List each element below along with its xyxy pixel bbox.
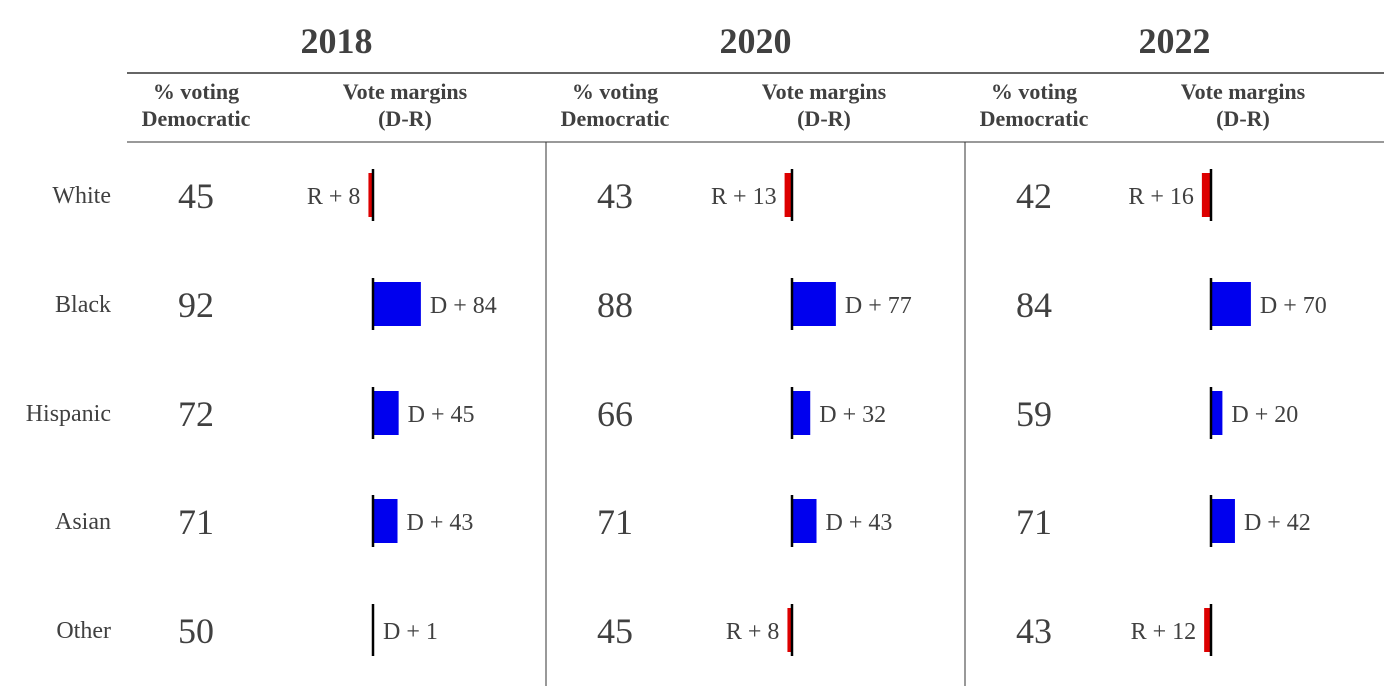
row-label-asian: Asian (55, 509, 111, 535)
margin-label: R + 12 (1131, 619, 1197, 645)
col-header-pct-line2: Democratic (561, 106, 670, 131)
margin-label: D + 70 (1260, 293, 1327, 319)
margin-bar-rep (787, 608, 792, 652)
pct-value: 71 (178, 502, 214, 542)
margin-label: D + 45 (408, 402, 475, 428)
col-header-margin-line1: Vote margins (1181, 79, 1306, 104)
row-label-black: Black (55, 292, 111, 318)
year-title: 2018 (301, 21, 373, 61)
margin-bar-rep (1204, 608, 1211, 652)
margin-bar-dem (373, 391, 399, 435)
col-header-pct-line2: Democratic (142, 106, 251, 131)
row-label-other: Other (56, 618, 111, 644)
margin-label: R + 8 (726, 619, 780, 645)
margin-bar-rep (368, 173, 373, 217)
margin-bar-rep (1201, 173, 1211, 217)
col-header-margin-line2: (D-R) (797, 106, 851, 131)
margin-label: D + 20 (1231, 402, 1298, 428)
pct-value: 71 (1016, 502, 1052, 542)
pct-value: 50 (178, 611, 214, 651)
col-header-margin-line1: Vote margins (343, 79, 468, 104)
year-title: 2022 (1139, 21, 1211, 61)
margin-label: R + 8 (307, 184, 361, 210)
margin-label: D + 32 (819, 402, 886, 428)
margin-label: R + 13 (711, 184, 777, 210)
pct-value: 71 (597, 502, 633, 542)
pct-value: 45 (597, 611, 633, 651)
margin-label: R + 16 (1128, 184, 1194, 210)
margin-bar-dem (792, 282, 836, 326)
pct-value: 72 (178, 394, 214, 434)
margin-label: D + 42 (1244, 510, 1311, 536)
pct-value: 84 (1016, 285, 1052, 325)
row-label-hispanic: Hispanic (26, 401, 111, 427)
pct-value: 43 (597, 176, 633, 216)
col-header-pct-line1: % voting (991, 79, 1077, 104)
pct-value: 43 (1016, 611, 1052, 651)
margin-bar-dem (373, 282, 421, 326)
margin-bar-dem (1211, 391, 1223, 435)
pct-value: 45 (178, 176, 214, 216)
margin-label: D + 77 (845, 293, 912, 319)
col-header-pct-line1: % voting (153, 79, 239, 104)
pct-value: 59 (1016, 394, 1052, 434)
col-header-pct-line1: % voting (572, 79, 658, 104)
col-header-pct-line2: Democratic (980, 106, 1089, 131)
col-header-margin-line2: (D-R) (1216, 106, 1270, 131)
row-label-white: White (52, 183, 111, 209)
margin-bar-dem (373, 499, 398, 543)
margin-bar-dem (1211, 499, 1235, 543)
col-header-margin-line2: (D-R) (378, 106, 432, 131)
pct-value: 92 (178, 285, 214, 325)
margin-bar-dem (792, 499, 817, 543)
margin-bar-rep (784, 173, 792, 217)
margin-bar-dem (792, 391, 811, 435)
pct-value: 88 (597, 285, 633, 325)
margin-label: D + 43 (407, 510, 474, 536)
margin-label: D + 1 (383, 619, 438, 645)
col-header-margin-line1: Vote margins (762, 79, 887, 104)
pct-value: 66 (597, 394, 633, 434)
margin-label: D + 43 (826, 510, 893, 536)
margin-bar-dem (1211, 282, 1251, 326)
pct-value: 42 (1016, 176, 1052, 216)
year-title: 2020 (720, 21, 792, 61)
margin-label: D + 84 (430, 293, 497, 319)
